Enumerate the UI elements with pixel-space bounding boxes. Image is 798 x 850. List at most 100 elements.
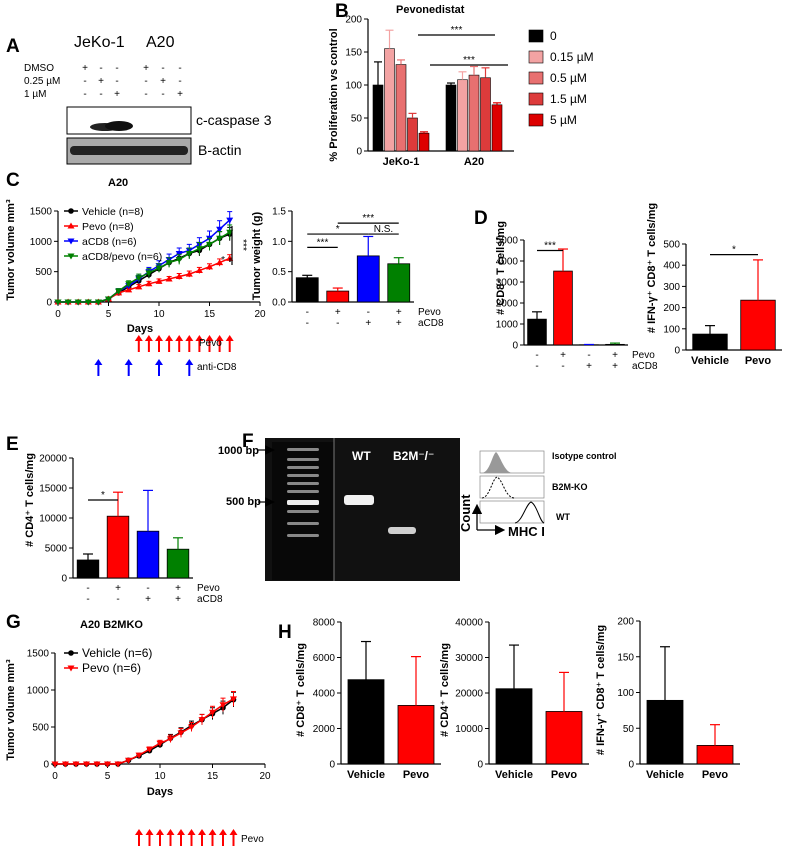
treatment-mark: +: [143, 63, 149, 74]
x-tick-label: Pevo: [551, 769, 578, 781]
treatment-mark: -: [99, 63, 102, 74]
data-point: [68, 650, 74, 656]
significance-mark: ***: [463, 55, 475, 66]
x-tick-label: Vehicle: [646, 769, 684, 781]
data-point: [155, 265, 163, 272]
chart-c-title: A20: [108, 177, 128, 189]
dosing-arrowhead: [225, 335, 234, 341]
band-actin: [70, 146, 188, 155]
legend-label: Vehicle (n=6): [82, 646, 152, 660]
data-point: [135, 752, 143, 759]
panel-d: D 010002000300040005000--+--+++PevoaCD8*…: [474, 203, 782, 372]
treatment-mark: -: [115, 63, 118, 74]
significance-mark: ***: [544, 241, 556, 252]
significance-mark: ***: [237, 239, 248, 251]
data-point: [177, 730, 185, 737]
treatment-mark: -: [336, 318, 339, 329]
chart-h3-ylabel: # IFN-γ⁺ CD8⁺ T cells/mg: [595, 625, 607, 755]
treatment-1: 1 µM: [24, 89, 46, 100]
y-tick-label: 10000: [455, 724, 483, 735]
bar: [397, 705, 435, 765]
y-tick-label: 200: [617, 617, 634, 628]
legend-label: Pevo (n=6): [82, 661, 141, 675]
chart-g-ylabel: Tumor volume mm³: [5, 659, 17, 761]
x-tick-label: 5: [105, 771, 111, 782]
data-point: [206, 241, 213, 248]
dosing-arrows-g: Pevo: [135, 829, 264, 846]
treatment-mark: -: [86, 583, 89, 594]
bar: [136, 530, 160, 579]
data-point: [125, 281, 133, 288]
x-tick-label: 15: [204, 309, 216, 320]
treatment-mark: -: [115, 76, 118, 87]
data-point: [72, 761, 80, 768]
ladder-band: [287, 466, 319, 469]
y-tick-label: 30000: [455, 653, 483, 664]
data-point: [175, 273, 183, 280]
data-point: [67, 222, 75, 229]
data-point: [94, 299, 102, 306]
panel-b: B Pevonedistat 0 50 100 150 200 JeKo-1 A20 *** *…: [328, 1, 594, 168]
bar: [347, 679, 385, 765]
treatment-mark: -: [367, 307, 370, 318]
dosing-label: Pevo: [241, 834, 264, 845]
treatment-mark: -: [178, 76, 181, 87]
data-point: [93, 761, 101, 768]
series-line: [55, 699, 234, 765]
chart-h-cd8: 0 2000 4000 6000 8000 Vehicle Pevo: [313, 618, 441, 781]
data-point: [54, 299, 62, 306]
x-tick-label: Pevo: [702, 769, 729, 781]
y-tick-label: 500: [35, 267, 52, 278]
treatment-mark: -: [144, 76, 147, 87]
y-tick-label: 50: [351, 114, 363, 125]
dosing-arrowhead: [219, 829, 227, 835]
y-tick-label: 1000: [27, 686, 50, 697]
chart-h2-ylabel: # CD4⁺ T cells/mg: [439, 643, 451, 737]
treatment-mark: +: [114, 89, 120, 100]
flow-hist-isotype: [482, 452, 512, 473]
bar: [740, 299, 776, 351]
legend-swatch: [528, 71, 544, 85]
chart-d2-ylabel: # IFN-γ⁺ CD8⁺ T cells/mg: [646, 203, 658, 333]
panel-f: F WT B2M⁻/⁻ 1000 bp 500 bp Isotype contr…: [218, 431, 617, 581]
y-tick-label: 0: [628, 760, 634, 771]
dosing-arrowhead: [215, 335, 224, 341]
panel-a: A JeKo-1 A20 DMSO 0.25 µM 1 µM + - - + - -- + -…: [6, 34, 272, 165]
treatment-mark: -: [587, 350, 590, 361]
x-tick-label: Pevo: [403, 769, 430, 781]
ladder-band: [287, 458, 319, 461]
treatment-mark: +: [160, 76, 166, 87]
x-tick-label: Vehicle: [691, 355, 729, 367]
legend-swatch: [528, 29, 544, 43]
treatment-mark: -: [83, 89, 86, 100]
chart-h-cd4: 0 10000 20000 30000 40000 Vehicle Pevo: [455, 618, 589, 781]
bar: [418, 132, 430, 152]
data-point: [219, 702, 227, 709]
bar: [545, 711, 583, 765]
y-tick-label: 6000: [313, 653, 336, 664]
y-tick-label: 200: [663, 303, 680, 314]
treatment-mark: +: [335, 307, 341, 318]
data-point: [135, 275, 143, 282]
data-point: [155, 277, 163, 284]
y-tick-label: 0.0: [272, 298, 286, 309]
treatment-dmso: DMSO: [24, 63, 54, 74]
panel-e: E 05000100001500020000--+--+++PevoaCD8* …: [6, 434, 223, 605]
data-point: [74, 299, 82, 306]
y-tick-label: 1000: [496, 320, 519, 331]
bar: [295, 277, 319, 303]
treatment-025: 0.25 µM: [24, 76, 60, 87]
bar: [468, 74, 480, 152]
chart-b: 0 50 100 150 200 JeKo-1 A20 *** *** 0 0.15 µM 0.5 µ…: [345, 15, 593, 169]
significance-mark: N.S.: [374, 224, 393, 235]
significance-mark: ***: [317, 237, 329, 248]
legend-label: 0.15 µM: [550, 50, 594, 64]
data-point: [146, 746, 153, 753]
bar: [387, 263, 411, 303]
ladder-band: [287, 474, 319, 477]
ladder-1000: 1000 bp: [218, 445, 259, 457]
dosing-arrowhead: [165, 335, 174, 341]
